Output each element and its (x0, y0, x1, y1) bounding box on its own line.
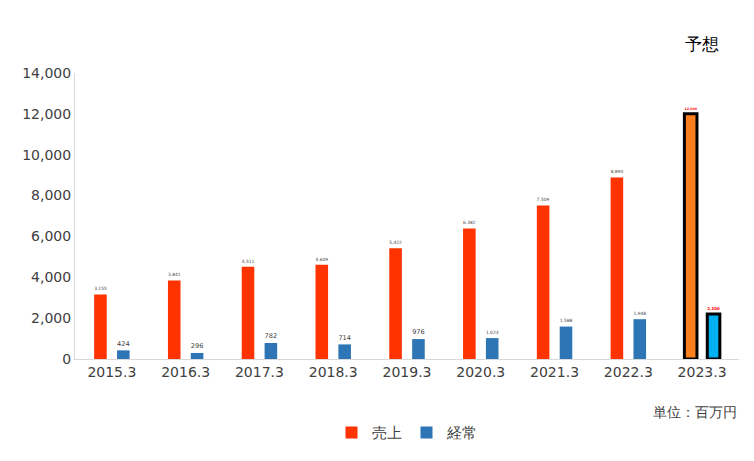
svg-text:976: 976 (412, 328, 425, 336)
svg-text:782: 782 (265, 332, 278, 340)
svg-text:2017.3: 2017.3 (235, 364, 284, 380)
svg-text:4,609: 4,609 (316, 257, 329, 262)
svg-text:2,000: 2,000 (31, 310, 71, 326)
svg-text:296: 296 (191, 342, 204, 350)
svg-text:0: 0 (62, 351, 71, 367)
svg-text:2019.3: 2019.3 (383, 364, 432, 380)
svg-text:2022.3: 2022.3 (604, 364, 653, 380)
svg-text:14,000: 14,000 (22, 65, 71, 81)
svg-text:10,000: 10,000 (22, 147, 71, 163)
svg-text:3,841: 3,841 (168, 272, 181, 277)
svg-text:6,000: 6,000 (31, 228, 71, 244)
svg-text:経常: 経常 (446, 424, 477, 442)
svg-text:5,422: 5,422 (389, 240, 402, 245)
svg-text:1,948: 1,948 (634, 311, 647, 316)
svg-text:4,511: 4,511 (242, 259, 255, 264)
svg-text:1,023: 1,023 (486, 330, 499, 335)
svg-text:2023.3: 2023.3 (678, 364, 727, 380)
svg-text:2016.3: 2016.3 (161, 364, 210, 380)
svg-text:2021.3: 2021.3 (530, 364, 579, 380)
svg-text:4,000: 4,000 (31, 269, 71, 285)
svg-text:1,588: 1,588 (560, 318, 573, 323)
svg-text:2020.3: 2020.3 (456, 364, 505, 380)
svg-text:単位：百万円: 単位：百万円 (653, 404, 737, 420)
svg-text:12,000: 12,000 (22, 106, 71, 122)
svg-text:予想: 予想 (685, 34, 719, 54)
svg-text:714: 714 (338, 334, 351, 342)
svg-text:8,000: 8,000 (31, 187, 71, 203)
svg-text:2,200: 2,200 (707, 306, 720, 311)
svg-text:6,382: 6,382 (463, 220, 476, 225)
svg-text:7,509: 7,509 (537, 197, 550, 202)
svg-text:2018.3: 2018.3 (309, 364, 358, 380)
svg-text:売上: 売上 (372, 424, 402, 442)
svg-text:424: 424 (117, 340, 130, 348)
svg-text:12,000: 12,000 (684, 107, 697, 111)
svg-text:2015.3: 2015.3 (87, 364, 136, 380)
svg-text:8,890: 8,890 (611, 169, 624, 174)
svg-text:3,155: 3,155 (94, 286, 107, 291)
